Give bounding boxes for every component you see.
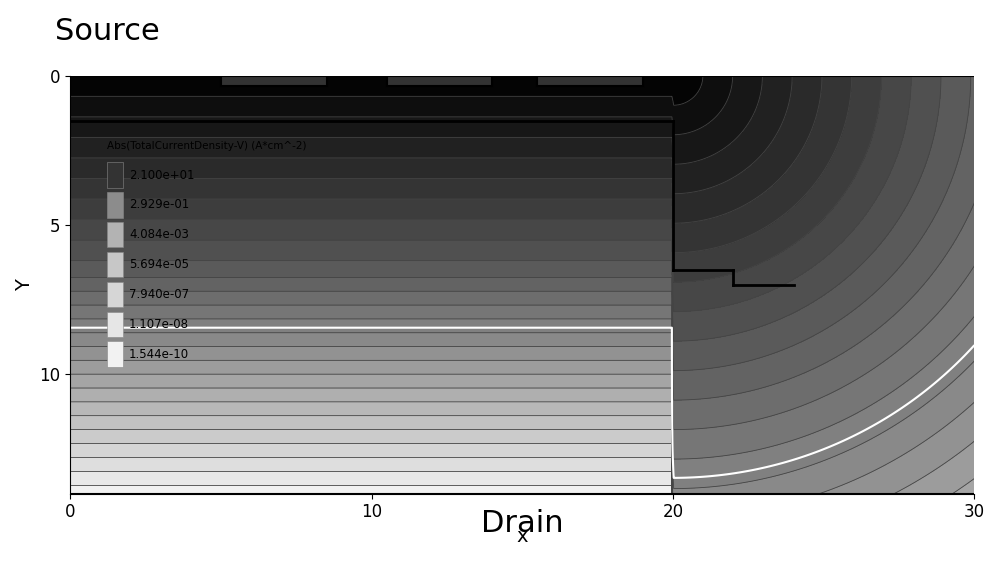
Bar bbox=[221, 65, 327, 86]
Text: 5.694e-05: 5.694e-05 bbox=[129, 258, 189, 271]
Bar bbox=[107, 222, 123, 247]
Text: 2.100e+01: 2.100e+01 bbox=[129, 168, 195, 182]
Bar bbox=[537, 65, 643, 86]
Text: 1.107e-08: 1.107e-08 bbox=[129, 318, 189, 331]
Y-axis label: Y: Y bbox=[15, 279, 34, 291]
Text: Source: Source bbox=[55, 16, 160, 45]
Bar bbox=[107, 342, 123, 367]
Bar bbox=[107, 252, 123, 277]
Text: 1.544e-10: 1.544e-10 bbox=[129, 348, 189, 361]
Text: Drain: Drain bbox=[481, 509, 564, 537]
Bar bbox=[107, 311, 123, 337]
Bar bbox=[107, 192, 123, 218]
Bar bbox=[387, 65, 492, 86]
Text: Abs(TotalCurrentDensity-V) (A*cm^-2): Abs(TotalCurrentDensity-V) (A*cm^-2) bbox=[107, 141, 306, 151]
X-axis label: x: x bbox=[517, 527, 528, 546]
Bar bbox=[107, 282, 123, 307]
Text: 2.929e-01: 2.929e-01 bbox=[129, 199, 189, 211]
Text: 7.940e-07: 7.940e-07 bbox=[129, 288, 189, 301]
Bar bbox=[107, 162, 123, 188]
Text: 4.084e-03: 4.084e-03 bbox=[129, 228, 189, 241]
